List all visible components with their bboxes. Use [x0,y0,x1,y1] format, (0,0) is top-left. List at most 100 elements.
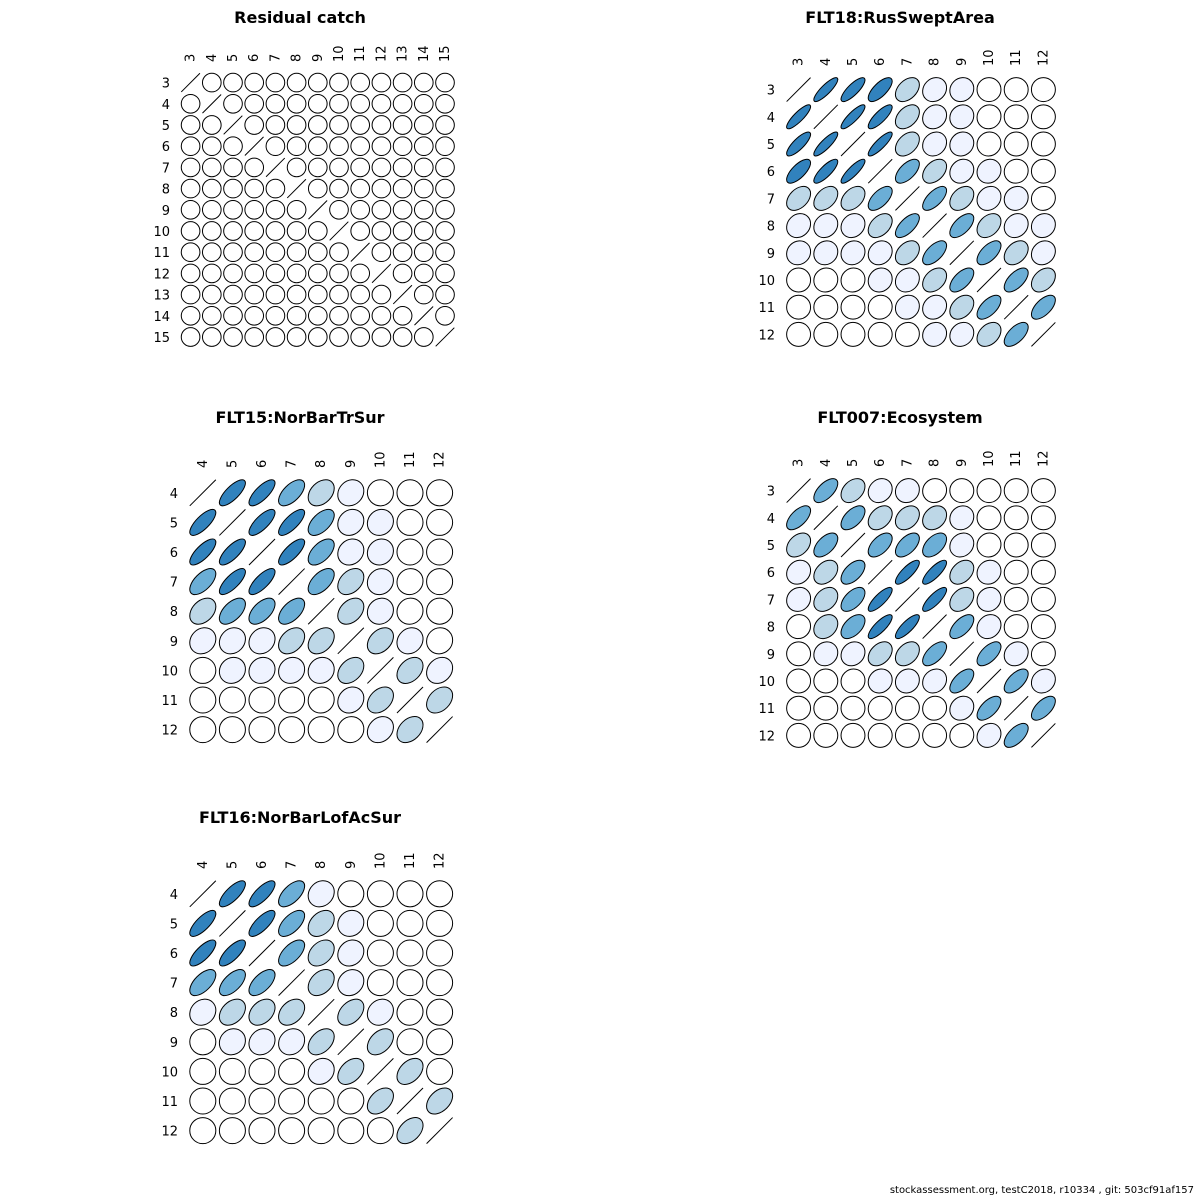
correlation-ellipse [244,284,265,305]
correlation-ellipse [396,716,424,744]
diagonal-mark [392,284,413,305]
correlation-ellipse [189,686,217,714]
correlation-ellipse [976,559,1002,585]
correlation-ellipse [201,178,222,199]
correlation-ellipse [867,185,893,211]
correlation-ellipse [218,538,246,566]
correlation-ellipse [426,627,454,655]
correlation-ellipse [189,1028,217,1056]
correlation-ellipse [867,532,893,558]
col-label: 6 [873,459,888,467]
correlation-ellipse [426,597,454,625]
correlation-ellipse [949,267,975,293]
correlation-ellipse [218,568,246,596]
correlation-ellipse [201,115,222,135]
correlation-ellipse [894,158,920,184]
row-label: 8 [162,183,170,198]
correlation-ellipse [922,158,948,184]
correlation-ellipse [435,72,455,93]
correlation-ellipse [278,1087,306,1115]
correlation-ellipse [223,157,243,178]
correlation-ellipse [1030,505,1056,531]
panel-3: FLT007:Ecosystem 3 3 4 4 5 5 6 6 7 7 8 8 9 9 10 10 11 11 12… [758,408,1056,748]
correlation-ellipse [244,305,265,326]
row-label: 10 [161,664,178,679]
row-label: 4 [170,888,178,903]
correlation-ellipse [350,221,371,241]
correlation-ellipse [286,221,307,241]
correlation-ellipse [286,93,307,114]
row-label: 11 [161,1095,178,1110]
correlation-ellipse [1030,131,1056,157]
correlation-ellipse [426,656,454,684]
correlation-ellipse [218,597,246,625]
correlation-ellipse [201,136,222,157]
correlation-ellipse [366,1028,394,1056]
correlation-ellipse [223,178,243,199]
correlation-ellipse [949,559,975,585]
correlation-ellipse [840,695,866,721]
correlation-ellipse [350,115,371,135]
correlation-ellipse [840,321,866,347]
row-label: 4 [170,487,178,502]
correlation-ellipse [867,668,893,694]
correlation-ellipse [392,199,413,220]
correlation-ellipse [894,77,920,103]
diagonal-mark [840,532,866,558]
correlation-ellipse [413,136,434,157]
row-label: 4 [767,111,775,126]
row-label: 11 [153,246,170,261]
correlation-ellipse [1003,641,1029,667]
correlation-ellipse [265,242,286,263]
row-label: 8 [170,1006,178,1021]
row-label: 6 [162,140,170,155]
correlation-ellipse [1003,668,1029,694]
correlation-ellipse [244,327,265,347]
correlation-ellipse [286,327,307,347]
row-label: 3 [162,77,170,92]
row-label: 6 [170,947,178,962]
correlation-ellipse [922,722,948,748]
correlation-ellipse [189,656,217,684]
correlation-ellipse [189,597,217,625]
diagonal-mark [337,627,365,655]
correlation-ellipse [840,559,866,585]
correlation-ellipse [867,240,893,266]
col-label: 5 [846,459,861,467]
correlation-ellipse [337,656,365,684]
correlation-ellipse [813,695,839,721]
row-label: 7 [170,576,178,591]
diagonal-mark [895,587,920,612]
panel-4: FLT16:NorBarLofAcSur 4 4 5 5 6 6 7 7 8 8 9 9 10 10 11 11… [161,808,454,1145]
correlation-ellipse [867,104,893,130]
correlation-ellipse [329,242,349,263]
col-label: 9 [311,54,326,62]
correlation-ellipse [201,327,222,347]
correlation-ellipse [1030,240,1056,266]
col-label: 8 [314,861,329,869]
correlation-ellipse [949,478,975,504]
correlation-ellipse [413,327,434,347]
correlation-ellipse [218,1057,246,1085]
correlation-ellipse [426,1057,454,1085]
correlation-ellipse [244,115,265,135]
diagonal-mark [786,77,811,102]
correlation-ellipse [337,909,365,937]
correlation-ellipse [894,668,920,694]
diagonal-mark [976,668,1002,694]
correlation-ellipse [786,559,812,585]
row-label: 12 [153,267,170,282]
diagonal-mark [189,880,217,908]
correlation-ellipse [218,627,246,655]
correlation-ellipse [396,1117,424,1145]
correlation-ellipse [366,909,394,937]
correlation-ellipse [350,136,371,157]
col-label: 12 [374,45,389,62]
correlation-ellipse [426,508,454,536]
correlation-ellipse [435,221,455,241]
correlation-ellipse [371,93,392,114]
correlation-ellipse [218,716,246,744]
correlation-ellipse [189,909,217,937]
row-label: 7 [767,192,775,207]
correlation-ellipse [265,305,286,326]
